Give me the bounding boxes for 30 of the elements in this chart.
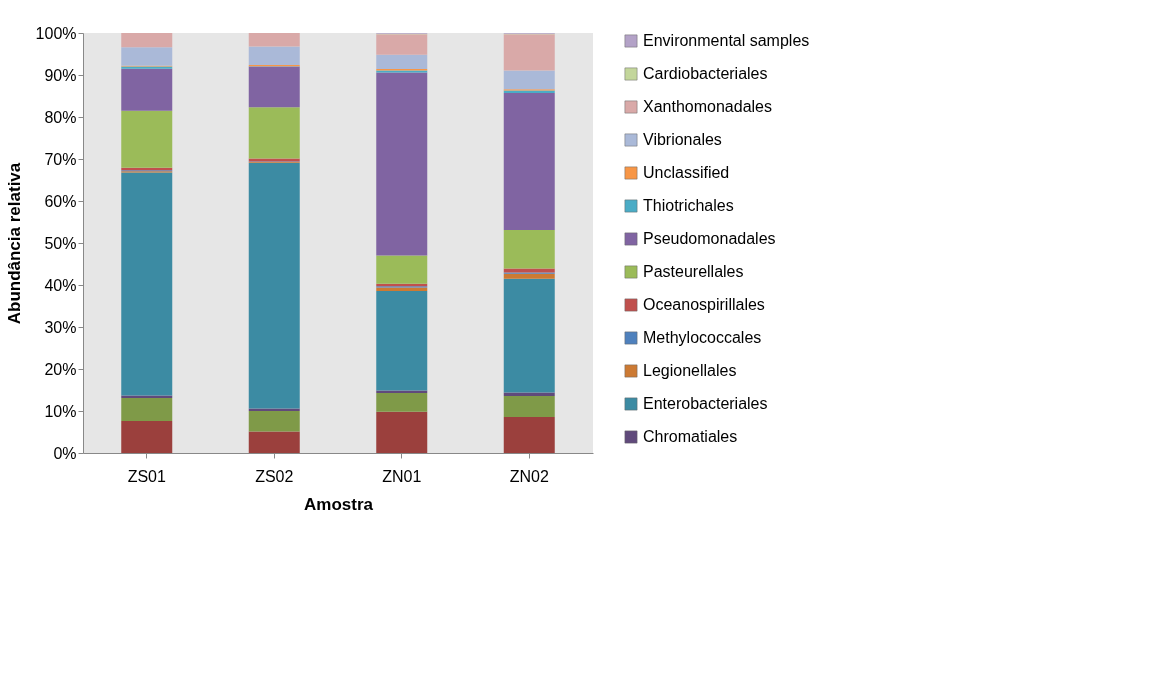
legend-label: Vibrionales xyxy=(643,131,722,148)
legend-label: Pasteurellales xyxy=(643,263,744,280)
y-tick-label: 0% xyxy=(53,444,77,462)
legend-label: Enterobacteriales xyxy=(643,395,768,412)
legend-label: Methylococcales xyxy=(643,329,762,346)
legend-label: Xanthomonadales xyxy=(643,98,772,115)
x-tick-label: ZN02 xyxy=(509,467,549,485)
legend-label: Oceanospirillales xyxy=(643,296,765,313)
legend-label: Pseudomonadales xyxy=(643,230,776,247)
legend-label: Unclassified xyxy=(643,164,730,181)
legend-label: Legionellales xyxy=(643,362,737,379)
y-tick-label: 70% xyxy=(44,150,77,168)
y-tick-label: 80% xyxy=(44,108,77,126)
y-tick-label: 40% xyxy=(44,276,77,294)
legend-label: Thiotrichales xyxy=(643,197,734,214)
x-tick-label: ZS01 xyxy=(127,467,166,485)
x-tick-label: ZS02 xyxy=(255,467,294,485)
legend-label: Chromatiales xyxy=(643,428,738,445)
y-tick-label: 90% xyxy=(44,66,77,84)
x-axis-title: Amostra xyxy=(304,494,374,514)
y-tick-label: 60% xyxy=(44,192,77,210)
y-tick-label: 20% xyxy=(44,360,77,378)
y-tick-label: 10% xyxy=(44,402,77,420)
y-tick-label: 100% xyxy=(35,24,77,42)
y-axis-title: Abundância relativa xyxy=(4,162,24,325)
legend-label: Environmental samples xyxy=(643,32,810,49)
legend-label: Cardiobacteriales xyxy=(643,65,768,82)
y-tick-label: 50% xyxy=(44,234,77,252)
x-tick-label: ZN01 xyxy=(382,467,422,485)
y-tick-label: 30% xyxy=(44,318,77,336)
